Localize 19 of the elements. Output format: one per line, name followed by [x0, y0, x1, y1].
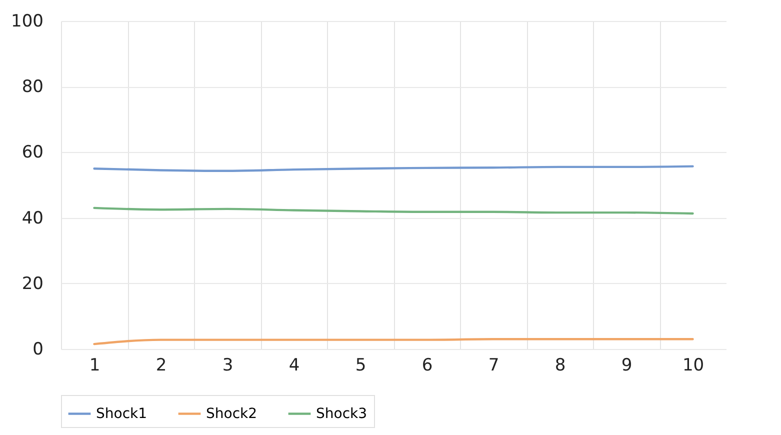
x-tick-label: 2: [156, 356, 167, 376]
x-tick-label: 5: [355, 356, 366, 376]
y-tick-label: 60: [22, 142, 44, 163]
y-tick-label: 80: [22, 77, 44, 98]
x-tick-label: 8: [554, 356, 566, 376]
y-tick-label: 100: [11, 12, 44, 32]
x-tick-label: 1: [89, 356, 100, 376]
x-tick-label: 3: [222, 356, 234, 376]
x-tick-label: 10: [682, 356, 704, 376]
x-tick-label: 7: [488, 356, 500, 376]
y-tick-label: 40: [22, 208, 44, 228]
legend-label: Shock1: [96, 406, 148, 422]
x-tick-label: 6: [422, 356, 433, 376]
x-tick-label: 9: [621, 356, 632, 376]
y-tick-label: 0: [32, 340, 44, 360]
legend-label: Shock2: [206, 406, 258, 422]
y-tick-label: 20: [22, 274, 44, 294]
legend-label: Shock3: [316, 406, 368, 422]
x-tick-label: 4: [288, 356, 300, 376]
